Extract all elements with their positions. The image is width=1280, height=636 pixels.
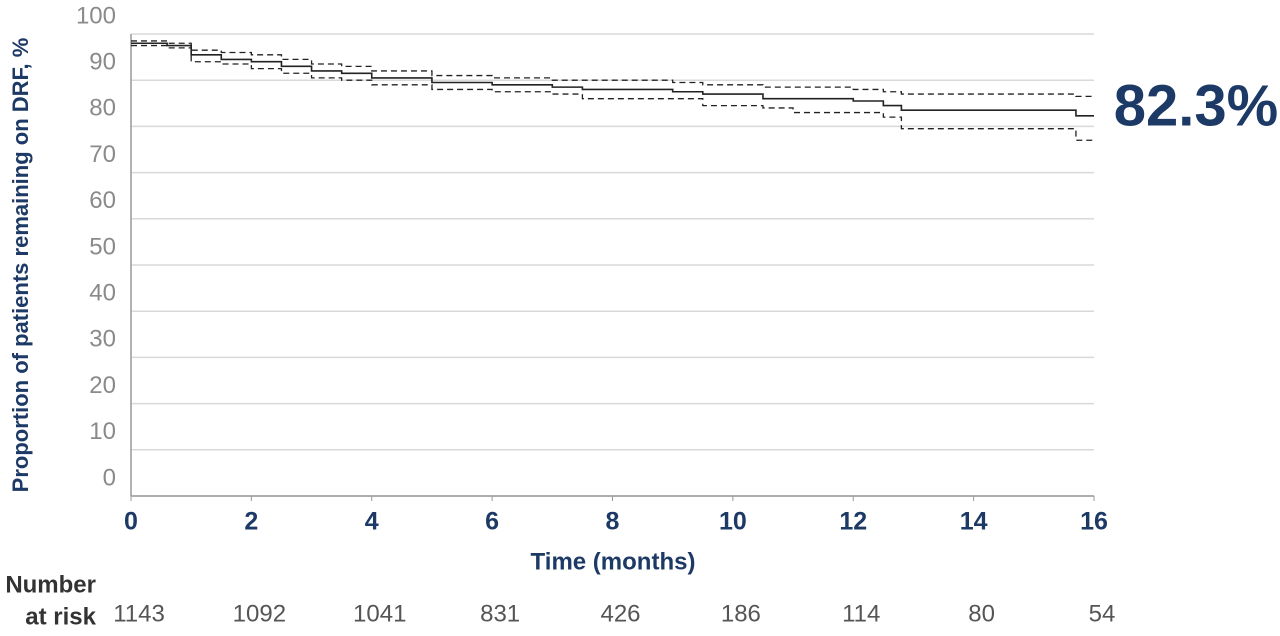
x-tick-label: 14 (960, 508, 988, 536)
risk-value: 1092 (233, 600, 286, 627)
y-tick-label: 60 (89, 187, 116, 214)
x-tick-label: 0 (124, 508, 138, 536)
y-tick-label: 50 (89, 233, 116, 260)
x-axis-title: Time (months) (531, 548, 696, 575)
y-tick-label: 90 (89, 49, 116, 76)
km-line (131, 44, 1094, 141)
risk-value: 426 (600, 600, 640, 627)
risk-value: 186 (721, 600, 761, 627)
risk-label: at risk (25, 603, 96, 630)
risk-value: 114 (842, 600, 880, 627)
risk-value: 54 (1089, 600, 1116, 627)
risk-value: 80 (968, 600, 995, 627)
y-tick-label: 20 (89, 372, 116, 399)
y-tick-label: 30 (89, 326, 116, 353)
km-line (131, 42, 1094, 117)
y-tick-label: 70 (89, 141, 116, 168)
y-tick-label: 100 (76, 2, 116, 29)
x-tick-label: 16 (1080, 508, 1108, 536)
annotation: 82.3% (1114, 73, 1278, 138)
y-tick-label: 10 (89, 418, 116, 445)
x-tick-label: 4 (365, 508, 379, 536)
risk-value: 831 (480, 600, 520, 627)
y-tick-label: 40 (89, 280, 116, 307)
risk-value: 1041 (353, 600, 406, 627)
y-axis-title: Proportion of patients remaining on DRF,… (8, 38, 33, 493)
risk-value: 1143 (113, 600, 165, 627)
x-tick-label: 12 (839, 508, 867, 536)
x-tick-label: 2 (244, 508, 258, 536)
km-line (131, 40, 1094, 98)
y-tick-label: 80 (89, 95, 116, 122)
risk-label: Number (5, 571, 96, 598)
x-tick-label: 8 (606, 508, 620, 536)
y-tick-label: 0 (103, 464, 116, 491)
x-tick-label: 10 (719, 508, 747, 536)
x-tick-label: 6 (485, 508, 499, 536)
